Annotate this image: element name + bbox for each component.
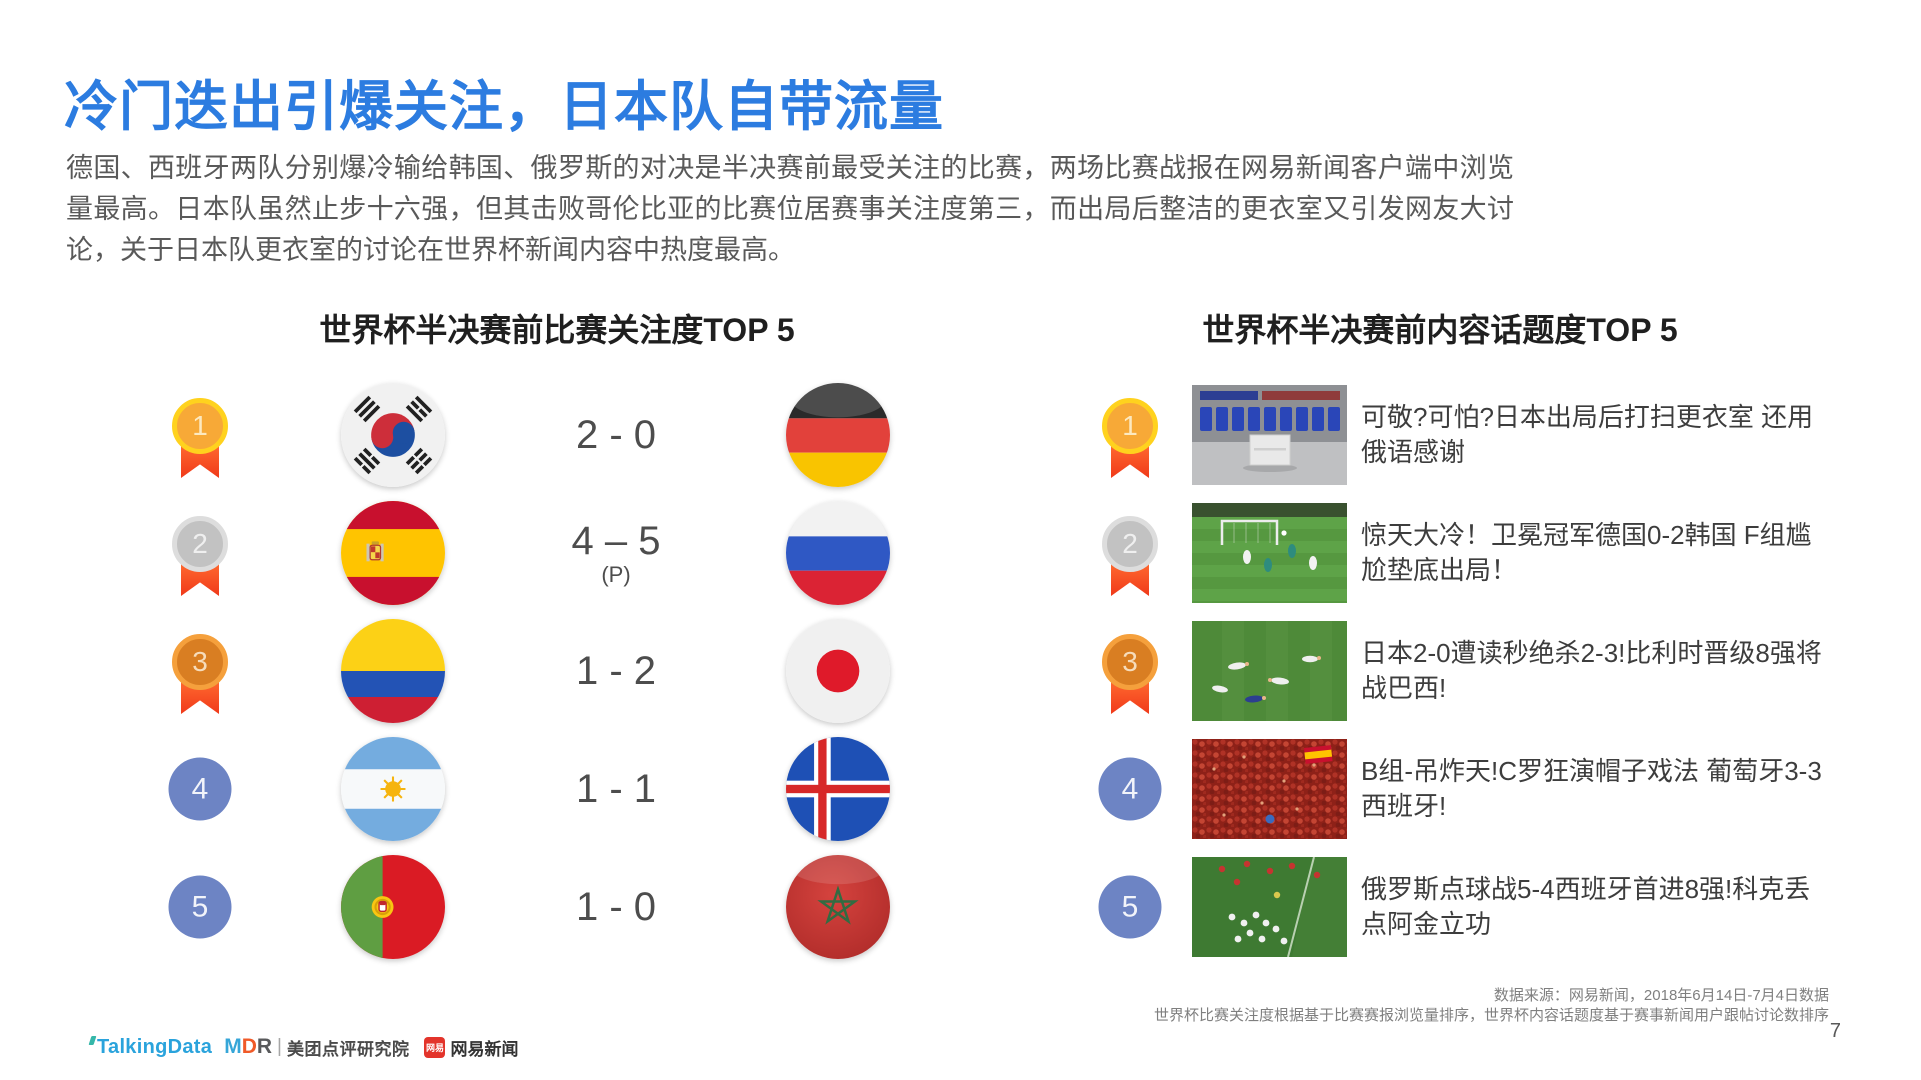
news-row-4: 4 B组-吊炸天!C罗狂演帽子戏法 葡萄牙3-3西班牙! — [1080, 730, 1850, 848]
rank-number: 5 — [1121, 890, 1139, 923]
netease-logo-icon: 网易 — [424, 1036, 446, 1058]
match-row-4: 4 1 - 1 — [105, 730, 945, 848]
page-number: 7 — [1829, 1020, 1841, 1042]
match-score: 1 - 1 — [575, 767, 657, 811]
news-ranking-list: 1 可敬?可怕?日本出局后打扫更衣室 还用俄语感谢 — [1080, 376, 1850, 966]
rank-4-badge-icon: 4 — [1098, 757, 1162, 821]
rank-number: 2 — [1122, 528, 1138, 559]
match-row-1: 1 2 - 0 — [105, 376, 945, 494]
talkingdata-logo-text: TalkingData — [97, 1035, 213, 1058]
penalty-note: (P) — [601, 562, 631, 587]
thumbnail-players-on-pitch — [1192, 621, 1347, 721]
rank-5-badge-icon: 5 — [168, 875, 232, 939]
match-score: 1 - 0 — [575, 885, 657, 929]
rank-5-badge-icon: 5 — [1098, 875, 1162, 939]
thumbnail-locker-room — [1192, 385, 1347, 485]
match-score: 1 - 2 — [575, 649, 657, 693]
rank-number: 1 — [1122, 410, 1138, 441]
news-row-3: 3 日本2-0遭读秒绝杀2-3!比利时晋级8强将战巴西! — [1080, 612, 1850, 730]
flag-russia-icon — [786, 501, 890, 605]
silver-medal-icon: 2 — [1102, 516, 1158, 596]
talkingdata-logo: TalkingData — [88, 1035, 213, 1059]
news-headline: 俄罗斯点球战5-4西班牙首进8强!科克丢点阿金立功 — [1361, 874, 1811, 939]
rank-number: 4 — [1121, 772, 1139, 805]
match-ranking-list: 1 2 - 0 — [105, 376, 945, 966]
bronze-medal-icon: 3 — [172, 634, 228, 714]
rank-number: 5 — [191, 890, 209, 923]
gold-medal-icon: 1 — [1102, 398, 1158, 478]
mdr-letter-m: M — [224, 1035, 242, 1058]
thumbnail-red-crowd — [1192, 739, 1347, 839]
rank-number: 4 — [191, 772, 209, 805]
right-panel-title: 世界杯半决赛前内容话题度TOP 5 — [1202, 312, 1678, 348]
bronze-medal-icon: 3 — [1102, 634, 1158, 714]
thumbnail-pitch-celebration — [1192, 857, 1347, 957]
rank-number: 1 — [192, 410, 208, 441]
intro-paragraph: 德国、西班牙两队分别爆冷输给韩国、俄罗斯的对决是半决赛前最受关注的比赛，两场比赛… — [66, 153, 1514, 265]
flag-germany-icon — [786, 383, 890, 487]
flag-argentina-icon — [341, 737, 445, 841]
news-headline: 惊天大冷！卫冕冠军德国0-2韩国 F组尴尬垫底出局！ — [1361, 520, 1812, 585]
mdr-letter-d: D — [241, 1035, 257, 1058]
rank-4-badge-icon: 4 — [168, 757, 232, 821]
rank-number: 3 — [1122, 646, 1138, 677]
news-row-5: 5 俄罗斯点球战5-4西班牙首进8强!科克丢点阿金立功 — [1080, 848, 1850, 966]
match-score: 4 – 5 (P) — [571, 519, 661, 587]
flag-south-korea-icon — [341, 383, 445, 487]
news-row-1: 1 可敬?可怕?日本出局后打扫更衣室 还用俄语感谢 — [1080, 376, 1850, 494]
data-source-line1: 数据来源：网易新闻，2018年6月14日-7月4日数据 — [1493, 987, 1829, 1004]
news-headline: B组-吊炸天!C罗狂演帽子戏法 葡萄牙3-3西班牙! — [1361, 756, 1822, 821]
left-panel-title: 世界杯半决赛前比赛关注度TOP 5 — [319, 312, 795, 348]
mdr-letter-r: R — [256, 1035, 273, 1058]
flag-portugal-icon — [341, 855, 445, 959]
flag-morocco-icon — [786, 855, 890, 959]
match-row-2: 2 4 – 5 (P) — [105, 494, 945, 612]
rank-number: 2 — [192, 528, 208, 559]
talkingdata-tick-icon — [88, 1035, 97, 1045]
silver-medal-icon: 2 — [172, 516, 228, 596]
mdr-label: 美团点评研究院 — [286, 1039, 410, 1059]
page-title: 冷门迭出引爆关注，日本队自带流量 — [64, 77, 944, 137]
flag-spain-icon — [341, 501, 445, 605]
match-row-3: 3 1 - 2 — [105, 612, 945, 730]
netease-news-label: 网易新闻 — [450, 1039, 519, 1059]
data-source-line2: 世界杯比赛关注度根据基于比赛赛报浏览量排序，世界杯内容话题度基于赛事新闻用户跟帖… — [1153, 1007, 1829, 1024]
logo-divider: | — [277, 1036, 282, 1057]
data-source-note: 数据来源：网易新闻，2018年6月14日-7月4日数据 世界杯比赛关注度根据基于… — [1154, 986, 1829, 1026]
rank-number: 3 — [192, 646, 208, 677]
flag-iceland-icon — [786, 737, 890, 841]
news-headline: 可敬?可怕?日本出局后打扫更衣室 还用俄语感谢 — [1361, 402, 1814, 467]
match-score: 2 - 0 — [575, 413, 657, 457]
flag-colombia-icon — [341, 619, 445, 723]
gold-medal-icon: 1 — [172, 398, 228, 478]
news-headline: 日本2-0遭读秒绝杀2-3!比利时晋级8强将战巴西! — [1361, 638, 1822, 703]
news-row-2: 2 惊天大冷！卫冕冠军德国0-2韩国 F组尴尬垫底出局！ — [1080, 494, 1850, 612]
match-row-5: 5 1 - 0 — [105, 848, 945, 966]
flag-japan-icon — [786, 619, 890, 723]
thumbnail-goal-scene — [1192, 503, 1347, 603]
